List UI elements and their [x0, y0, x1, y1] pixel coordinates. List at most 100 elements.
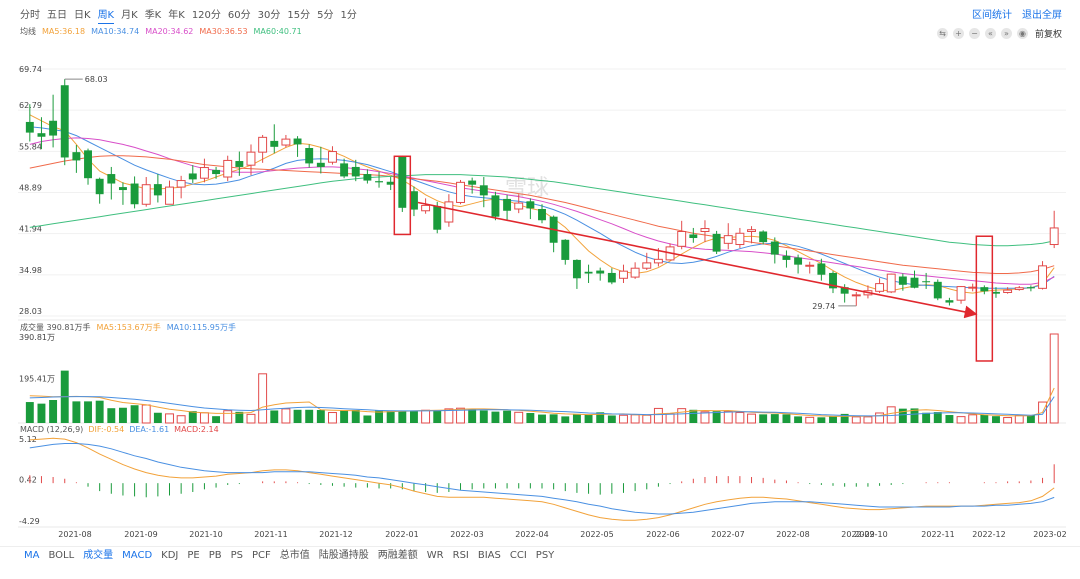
indicator-tab[interactable]: 总市值: [279, 550, 310, 561]
period-tab[interactable]: 30分: [257, 10, 281, 21]
period-tab[interactable]: 5分: [317, 10, 334, 21]
candle-body: [479, 185, 488, 196]
volume-bar: [176, 415, 186, 424]
indicator-tab[interactable]: PSY: [535, 550, 555, 561]
period-tab[interactable]: 120分: [191, 10, 221, 21]
indicator-tab[interactable]: 两融差额: [377, 550, 418, 561]
candle-body: [851, 294, 861, 297]
adjust-label[interactable]: 前复权: [1034, 30, 1062, 40]
low-label: 29.74: [812, 302, 835, 311]
ma-line-ma60: [29, 174, 1055, 247]
indicator-tab[interactable]: RSI: [452, 550, 469, 561]
date-tick-label: 2022-04: [515, 530, 548, 539]
candle-body: [700, 228, 710, 232]
indicator-tab[interactable]: MA: [24, 550, 40, 561]
indicator-tab[interactable]: MACD: [122, 550, 153, 561]
period-tab[interactable]: 月K: [121, 10, 138, 21]
volume-bar: [992, 416, 1000, 423]
volume-bar: [980, 414, 989, 423]
period-tab[interactable]: 60分: [227, 10, 251, 21]
macd-tick-label: 0.42: [19, 475, 37, 484]
volume-bar: [561, 416, 570, 423]
indicator-tab[interactable]: WR: [426, 550, 444, 561]
period-tab[interactable]: 周K: [97, 9, 115, 24]
candle-body: [747, 229, 756, 232]
period-tab[interactable]: 1分: [340, 10, 357, 21]
date-tick-label: 2022-10: [854, 530, 887, 539]
candle-body: [305, 147, 314, 164]
rewind-icon[interactable]: «: [984, 28, 996, 39]
candle-body: [770, 241, 779, 255]
volume-bar: [596, 412, 605, 423]
macd-tick-label: 5.12: [19, 435, 37, 444]
indicator-tab[interactable]: 成交量: [83, 550, 114, 561]
price-tick-label: 34.98: [19, 266, 42, 275]
volume-bar: [199, 412, 209, 424]
volume-bar: [95, 400, 104, 423]
candle-body: [1026, 287, 1035, 289]
volume-bar: [340, 410, 349, 423]
indicator-tab[interactable]: BOLL: [48, 550, 75, 561]
indicator-tab[interactable]: KDJ: [161, 550, 179, 561]
indicator-tab[interactable]: PS: [230, 550, 244, 561]
period-tab[interactable]: 分时: [20, 10, 40, 21]
candle-body: [526, 201, 535, 209]
volume-bar: [526, 412, 535, 423]
candle-body: [351, 166, 360, 177]
candle-body: [910, 277, 919, 288]
candle-body: [817, 263, 826, 275]
indicator-tab[interactable]: 陆股通持股: [318, 550, 369, 561]
volume-bar: [665, 413, 675, 424]
volume-bar: [642, 414, 652, 424]
zoom-out-icon[interactable]: −: [968, 28, 980, 39]
volume-ma-line-ma5: [29, 387, 1055, 417]
indicator-tab[interactable]: CCI: [509, 550, 527, 561]
volume-bar: [1003, 417, 1013, 424]
candle-body: [514, 202, 524, 210]
date-tick-label: 2022-01: [385, 530, 418, 539]
indicator-tab[interactable]: PE: [187, 550, 200, 561]
candle-body: [25, 121, 34, 133]
volume-bar: [817, 417, 826, 423]
legend-item: MA5:36.18: [42, 27, 86, 36]
indicator-tab[interactable]: PCF: [252, 550, 271, 561]
period-tab[interactable]: 季K: [144, 10, 162, 21]
volume-bar: [956, 416, 966, 424]
volume-bar: [584, 414, 593, 423]
volume-bar: [723, 410, 733, 424]
zoom-in-icon[interactable]: +: [952, 28, 964, 39]
period-tab[interactable]: 15分: [287, 10, 311, 21]
volume-bar: [491, 411, 500, 423]
range-stats-button[interactable]: 区间统计: [972, 10, 1012, 21]
stock-chart[interactable]: 69.74 62.79 55.84 48.89 41.94 34.98 28.03 雪球 68.…: [0, 0, 1080, 546]
exit-fullscreen-button[interactable]: 退出全屏: [1022, 10, 1062, 21]
date-tick-label: 2022-12: [972, 530, 1005, 539]
volume-max-label: 390.81万: [19, 333, 55, 342]
legend-item: MA5:153.67万手: [96, 323, 161, 332]
price-tick-label: 28.03: [19, 307, 42, 316]
indicator-tabs: MA BOLL 成交量 MACD KDJ PE PB PS PCF 总市值 陆股通持股 两融差额 WR R…: [24, 549, 563, 563]
indicator-tab[interactable]: BIAS: [477, 550, 501, 561]
volume-bar: [223, 410, 233, 424]
candle-body: [398, 156, 407, 208]
forward-icon[interactable]: »: [1000, 28, 1012, 39]
candle-body: [316, 162, 325, 167]
period-tab[interactable]: 五日: [47, 10, 67, 21]
date-tick-label: 2022-07: [711, 530, 744, 539]
indicator-tab[interactable]: PB: [208, 550, 222, 561]
volume-bar: [235, 411, 244, 423]
volume-bar: [747, 413, 756, 424]
period-tab[interactable]: 日K: [74, 10, 91, 21]
candle-body: [723, 235, 733, 244]
volume-bar: [863, 416, 873, 424]
candle-body: [444, 201, 454, 223]
volume-bar: [421, 409, 431, 424]
date-tick-label: 2022-08: [776, 530, 809, 539]
volume-bar: [572, 413, 581, 423]
volume-bar: [409, 410, 418, 423]
period-tab[interactable]: 年K: [168, 10, 185, 21]
reset-icon[interactable]: ◉: [1016, 28, 1028, 39]
volume-bar: [37, 403, 46, 423]
prev-icon[interactable]: ⇆: [936, 28, 948, 39]
price-tick-label: 69.74: [19, 65, 42, 74]
